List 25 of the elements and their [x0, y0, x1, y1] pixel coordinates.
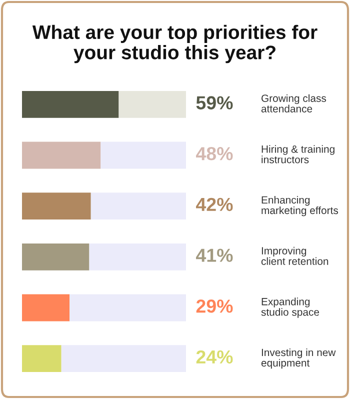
- y-tick-label: Hiring & training instructors: [262, 145, 334, 164]
- y-tick-label: Enhancing marketing efforts: [262, 196, 338, 216]
- y-tick-label: Growing class attendance: [261, 94, 326, 112]
- bar: [61, 345, 186, 372]
- bar: [22, 243, 90, 270]
- bar: [22, 345, 62, 372]
- bar: [90, 192, 186, 220]
- data-label: 24%: [196, 350, 233, 364]
- bar: [22, 294, 70, 322]
- bar: [100, 142, 186, 169]
- data-label: 29%: [196, 300, 233, 313]
- y-tick-label: Improving client retention: [261, 246, 328, 265]
- bar: [70, 294, 186, 322]
- bar: [22, 192, 91, 220]
- data-label: 42%: [196, 198, 233, 212]
- bar: [89, 243, 186, 270]
- bar: [22, 90, 119, 118]
- data-label: 48%: [196, 147, 233, 160]
- bar: [118, 90, 186, 118]
- y-tick-label: Investing in new equipment: [261, 348, 336, 369]
- chart-title: What are your top priorities for your studio this year?: [32, 24, 318, 64]
- data-label: 41%: [196, 248, 233, 262]
- y-tick-label: Expanding studio space: [261, 298, 320, 318]
- data-label: 59%: [196, 96, 233, 110]
- bar: [22, 142, 101, 169]
